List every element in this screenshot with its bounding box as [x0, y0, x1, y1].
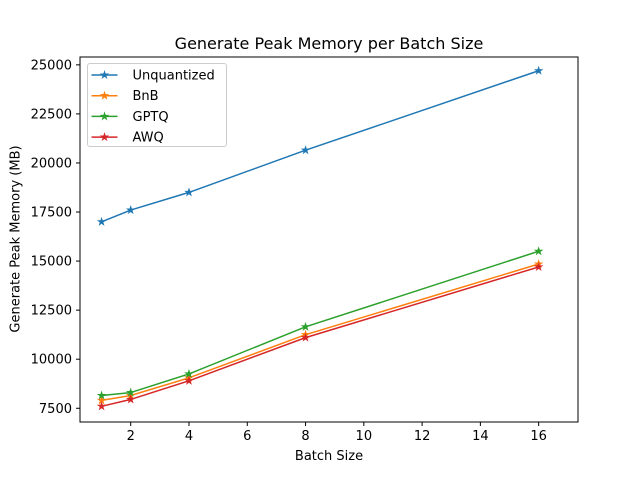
legend-label: AWQ [133, 131, 164, 146]
marker-unquantized [533, 65, 544, 75]
marker-awq [533, 261, 544, 272]
y-tick-label: 12500 [31, 304, 72, 319]
x-tick-label: 2 [127, 429, 135, 444]
series-line-bnb [100, 263, 540, 402]
y-tick-label: 22500 [31, 107, 72, 122]
marker-unquantized [125, 205, 136, 215]
marker-bnb [96, 395, 107, 405]
marker-gptq [300, 321, 311, 331]
marker-awq [125, 394, 136, 404]
x-tick-label: 6 [243, 429, 251, 444]
legend-box [87, 63, 227, 147]
chart-title: Generate Peak Memory per Batch Size [174, 34, 484, 53]
x-tick-label: 4 [185, 429, 193, 444]
x-tick-label: 16 [530, 429, 547, 444]
plot-border [79, 56, 579, 423]
x-axis-label: Batch Size [294, 449, 364, 464]
y-tick-label: 7500 [39, 402, 72, 417]
x-tick-label: 10 [356, 429, 373, 444]
marker-gptq [96, 390, 107, 400]
x-tick-label: 12 [414, 429, 431, 444]
marker-gptq [533, 246, 544, 256]
marker-awq [300, 332, 311, 342]
marker-gptq [184, 368, 194, 378]
y-tick-label: 20000 [31, 156, 72, 171]
marker-unquantized [96, 216, 107, 226]
legend-sample-marker [99, 70, 110, 80]
legend-sample-marker [99, 111, 110, 121]
series-line-gptq [100, 250, 540, 397]
x-tick-label: 14 [472, 429, 489, 444]
x-tick-label: 8 [301, 429, 309, 444]
y-tick-label: 25000 [31, 58, 72, 73]
legend-label: BnB [133, 89, 159, 104]
legend-label: GPTQ [133, 110, 169, 125]
y-tick-label: 17500 [31, 206, 72, 221]
legend-label: Unquantized [133, 69, 215, 84]
marker-unquantized [184, 187, 194, 197]
marker-awq [184, 375, 194, 385]
marker-unquantized [300, 145, 311, 155]
marker-awq [96, 401, 107, 411]
legend-sample-marker [99, 132, 110, 142]
marker-gptq [125, 387, 136, 397]
y-tick-label: 15000 [31, 255, 72, 270]
legend-sample-marker [99, 90, 110, 100]
series-line-awq [100, 266, 540, 408]
y-tick-label: 10000 [31, 353, 72, 368]
